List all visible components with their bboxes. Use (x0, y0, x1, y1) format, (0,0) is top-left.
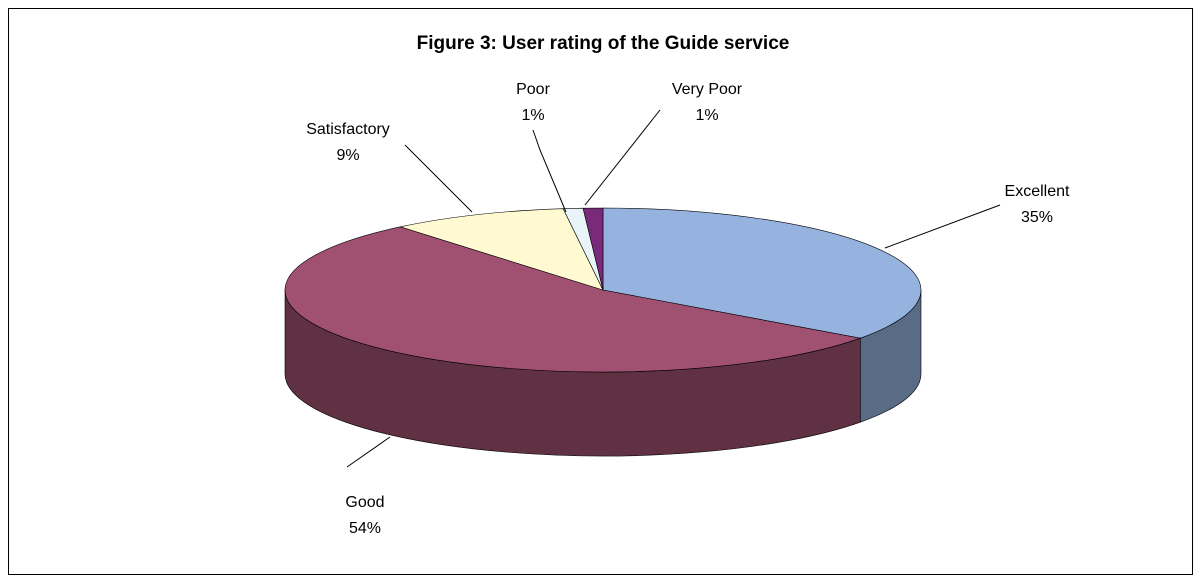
value-label: 35% (1021, 209, 1053, 226)
leader-line (346, 436, 391, 468)
category-label: Excellent (1005, 183, 1070, 200)
pie-slice (399, 208, 604, 291)
pie-slice (284, 226, 862, 373)
value-label: 1% (695, 107, 718, 124)
leader-line (532, 129, 567, 213)
category-label: Poor (516, 81, 550, 98)
chart-title: Figure 3: User rating of the Guide servi… (417, 33, 790, 54)
value-label: 9% (336, 147, 359, 164)
leader-line (584, 109, 661, 206)
category-label: Good (345, 494, 384, 511)
leader-line (404, 144, 473, 213)
value-label: 1% (521, 107, 544, 124)
leader-line (884, 204, 1001, 249)
pie-slice (582, 207, 604, 291)
value-label: 54% (349, 520, 381, 537)
pie-slice (602, 207, 922, 339)
category-label: Very Poor (672, 81, 743, 98)
category-label: Satisfactory (306, 121, 390, 138)
